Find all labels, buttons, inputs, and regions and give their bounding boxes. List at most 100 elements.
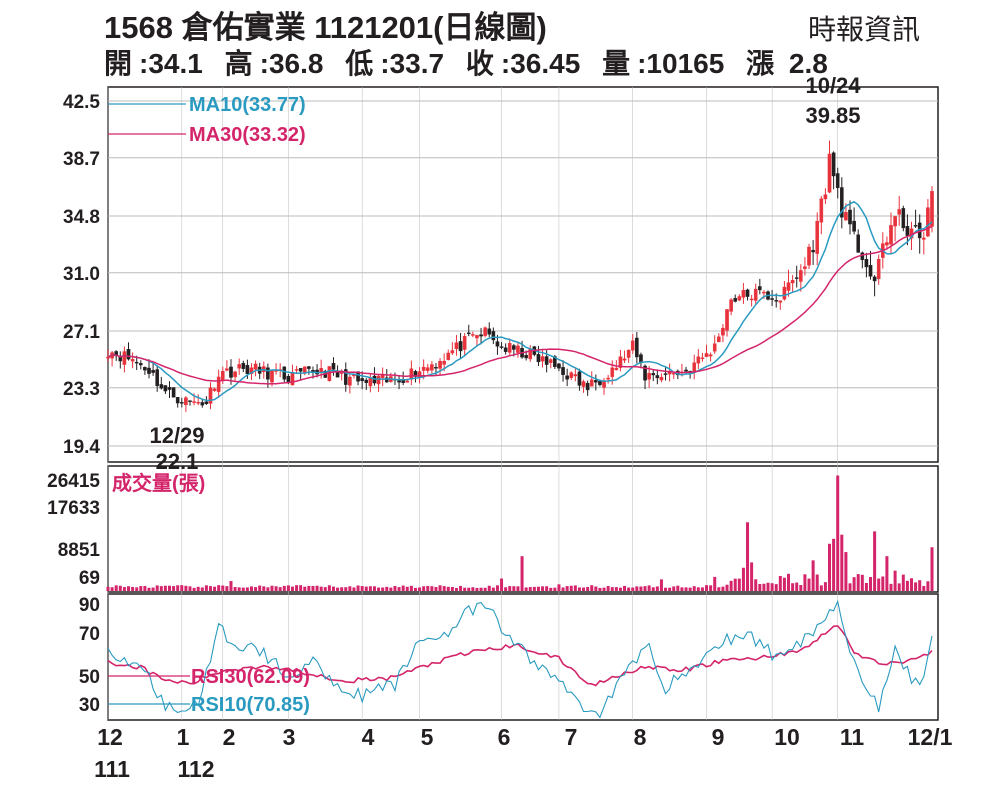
volume-bar [360,586,364,591]
rsi-tick-label: 70 [79,624,100,645]
volume-bar [446,586,450,591]
ohlc-high: 高:36.8 [224,48,324,79]
price-tick-label: 23.3 [63,379,100,400]
volume-bar [528,587,532,591]
candle-body [192,401,196,403]
candle-body [725,309,729,331]
volume-bar [471,587,475,591]
candle-body [635,337,639,358]
volume-bar [475,587,479,591]
volume-bar [172,586,176,591]
candle-body [807,246,811,266]
candle-body [840,187,844,218]
candle-body [913,225,918,227]
candle-body [216,376,221,392]
candle-body [856,234,861,253]
candle-body [368,377,373,387]
volume-bar [254,587,258,591]
volume-bar [204,585,208,591]
candlestick-series [106,140,934,412]
candle-body [536,354,541,363]
moving-average-lines [107,200,933,402]
volume-bar [258,585,262,591]
candle-body [516,345,520,353]
volume-bar [733,578,737,591]
candle-body [585,382,590,391]
ohlc-low: 低:33.7 [345,48,445,79]
candle-body [487,328,492,335]
candle-body [298,368,303,372]
volume-bar [766,582,770,591]
candle-body [331,363,336,370]
volume-bar [623,585,627,591]
candle-body [561,367,565,375]
candle-body [626,349,631,358]
rsi-lines [107,599,933,719]
volume-bar [418,587,422,591]
candle-body [799,270,803,282]
candle-body [294,369,299,371]
volume-bar [627,587,631,591]
candle-body [721,327,725,336]
chart-title: 1568 倉佑實業 1121201(日線圖) [104,10,547,45]
high-annotation-value: 39.85 [805,103,860,128]
volume-bar [631,587,635,591]
candle-body [758,286,762,291]
candle-body [889,225,893,245]
candle-body [622,358,627,361]
candle-body [868,265,873,277]
candle-body [130,358,135,362]
candle-body [569,372,574,379]
candle-body [196,402,200,404]
x-tick-label: 5 [421,724,434,750]
candle-body [794,277,799,279]
volume-bar [389,587,393,591]
volume-bar [836,475,840,591]
candle-body [778,300,783,303]
volume-bar [639,586,643,591]
candle-body [897,209,902,215]
candle-body [233,371,237,378]
candle-body [253,363,258,370]
candle-body [548,359,553,363]
volume-bar [143,585,147,591]
volume-bar [737,578,741,591]
volume-bar [754,579,758,591]
x-tick-label: 9 [712,724,725,750]
volume-bar [930,547,934,591]
volume-bar [618,587,622,591]
candle-body [659,376,664,381]
volume-bar [422,586,426,591]
candle-body [134,361,139,364]
candle-body [717,336,721,343]
candle-body [249,367,254,374]
x-tick-label: 2 [223,724,236,750]
ohlc-volume: 量:10165 [602,48,725,79]
axis-labels: 42.5 38.7 34.8 31.0 27.1 23.3 19.4 MA10(33.77) M… [47,73,952,782]
candle-body [471,334,475,336]
candle-body [188,400,192,402]
volume-bar [483,587,487,591]
candle-body [241,363,246,369]
candle-body [852,220,856,232]
candle-body [610,367,615,377]
volume-bar [495,585,499,591]
candle-body [442,360,446,365]
volume-bar [852,577,856,591]
volume-bar [368,586,372,591]
candle-body [503,347,508,352]
chart-frames [107,86,939,721]
candle-body [885,242,889,246]
volume-bar [221,585,225,591]
volume-bar [377,587,381,591]
volume-bar [126,586,130,591]
candle-body [876,259,881,280]
candle-body [712,343,717,352]
candle-body [581,381,586,387]
volume-bar [315,585,319,591]
volume-bar [897,583,901,591]
volume-bar [278,587,282,591]
volume-bar [344,587,348,591]
x-tick-label: 3 [283,724,296,750]
